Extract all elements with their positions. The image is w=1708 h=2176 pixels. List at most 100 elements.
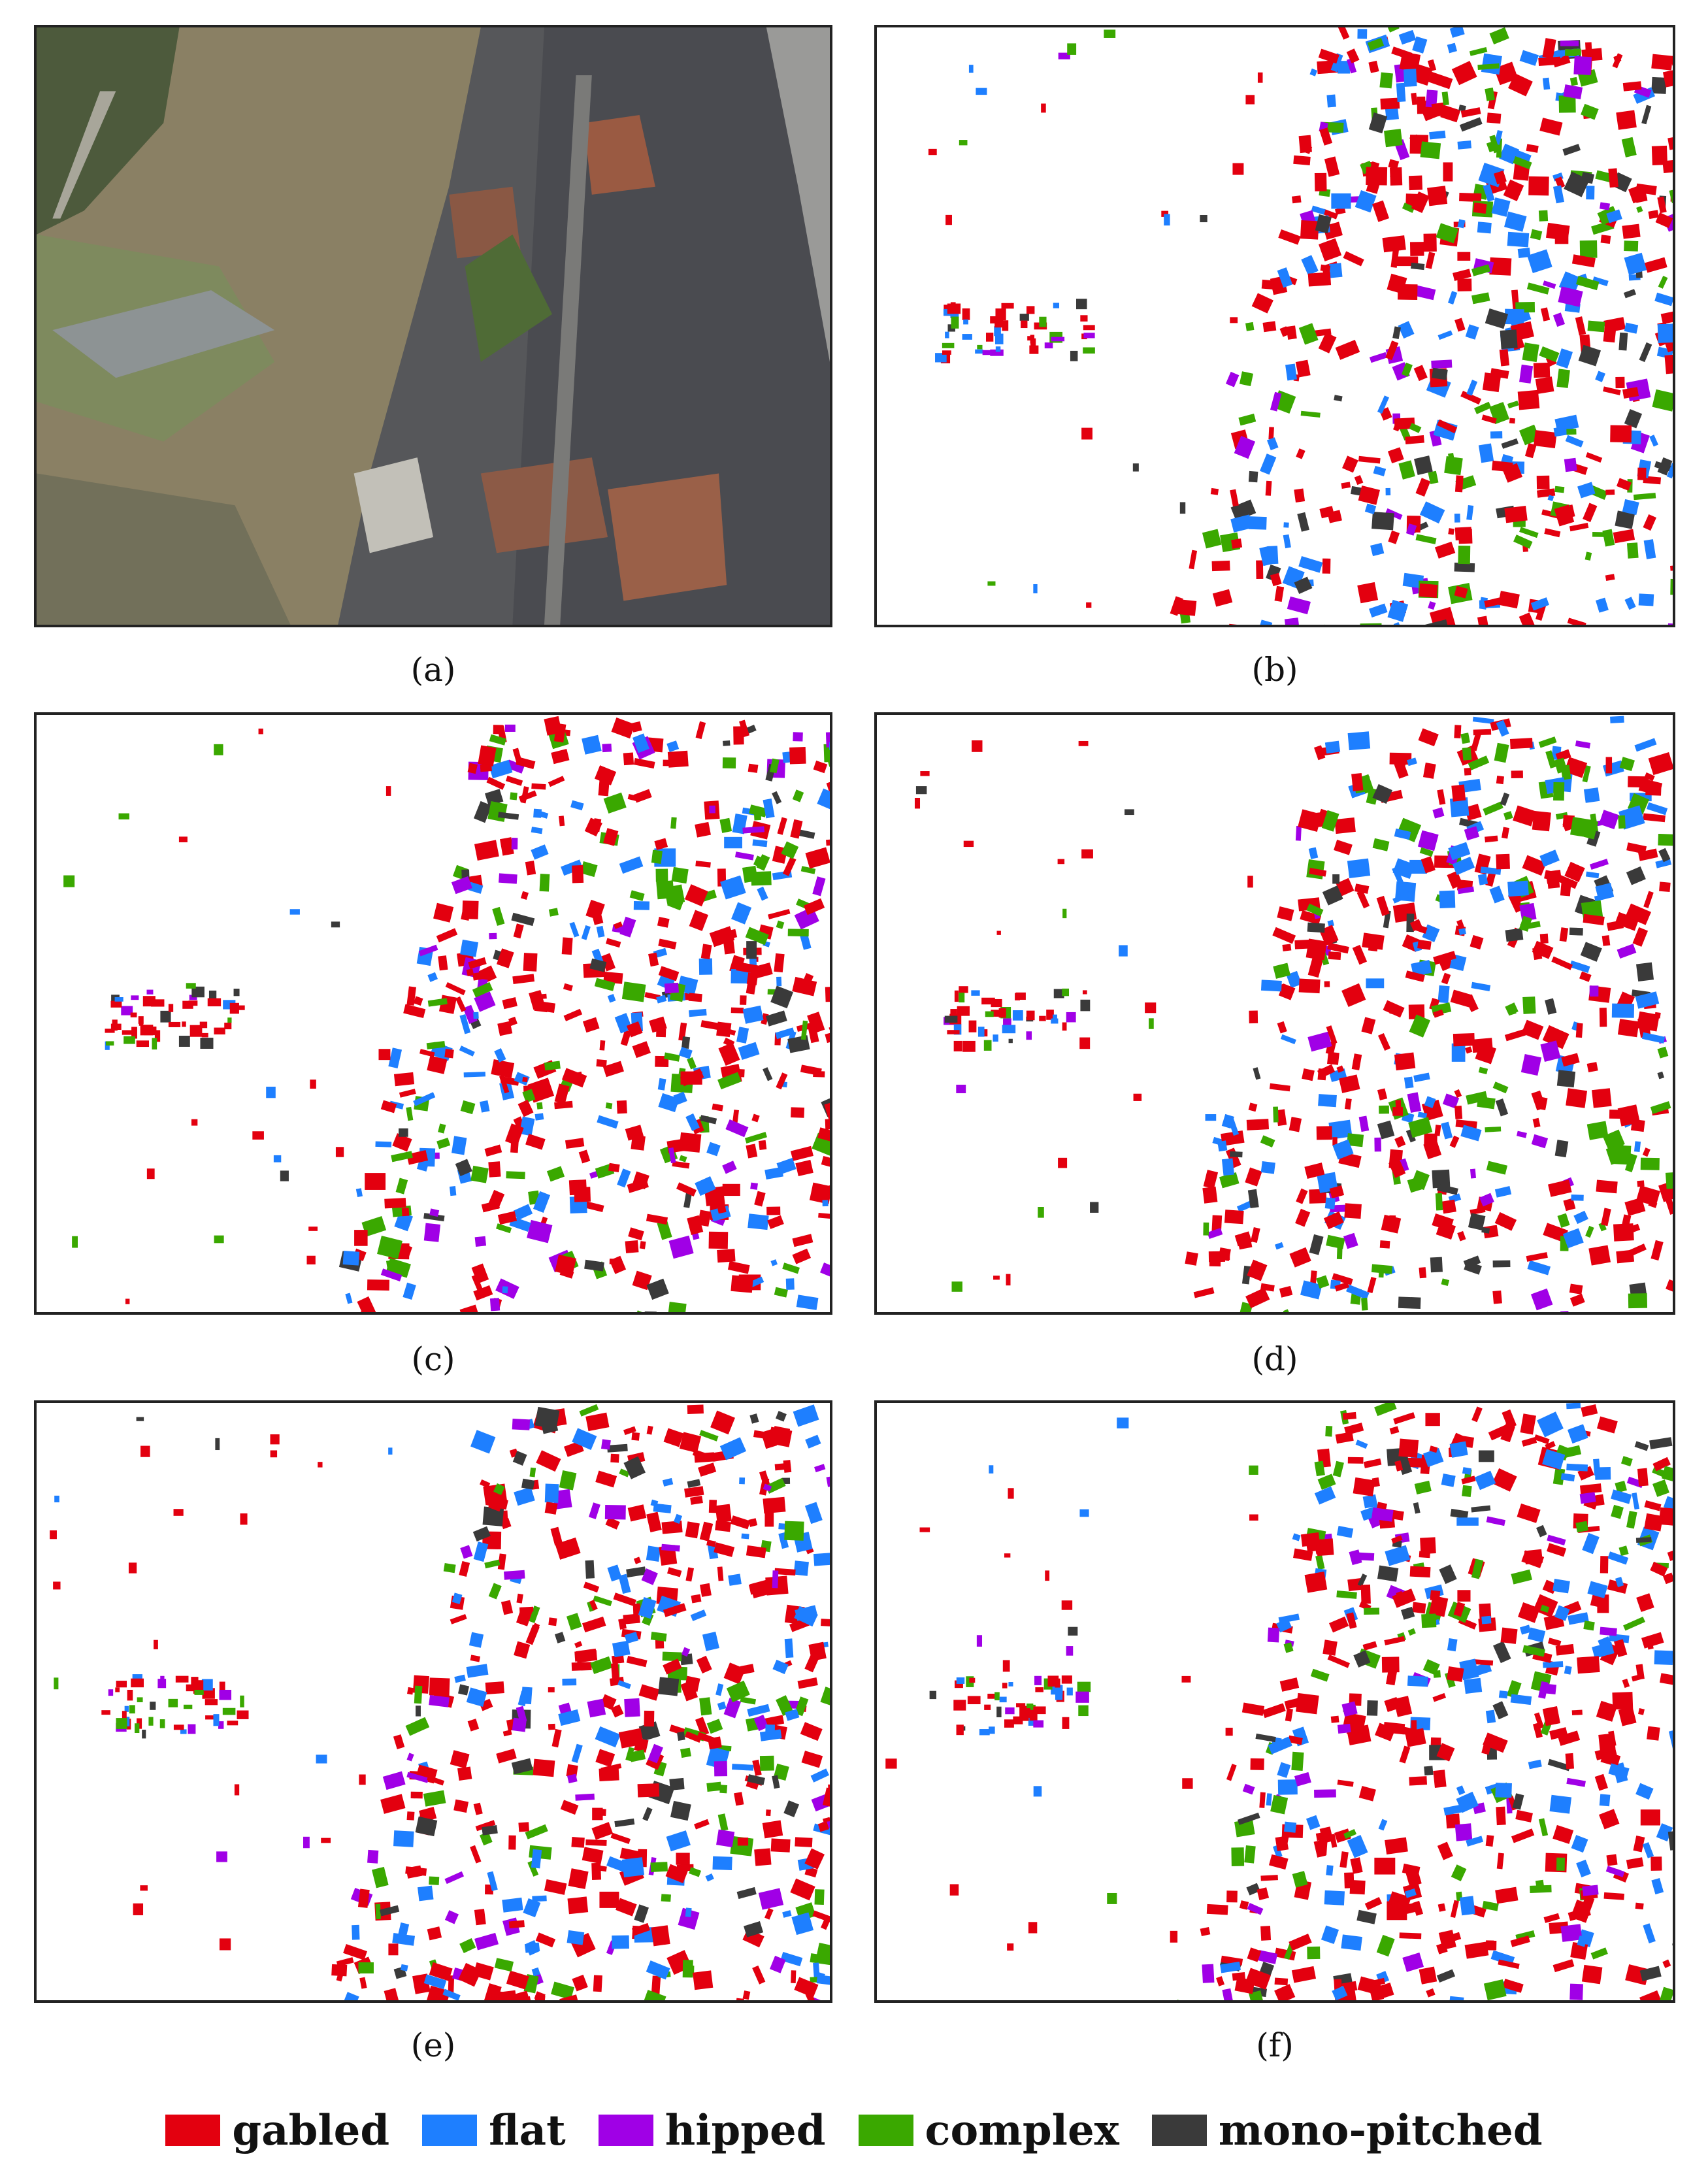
building-footprint bbox=[1626, 542, 1639, 559]
building-footprint bbox=[1321, 810, 1339, 832]
building-footprint bbox=[1596, 1416, 1618, 1434]
building-footprint bbox=[1643, 514, 1656, 531]
building-footprint bbox=[571, 1662, 592, 1671]
building-footprint bbox=[386, 1259, 397, 1269]
building-footprint bbox=[1422, 1658, 1440, 1675]
building-footprint bbox=[1444, 455, 1463, 476]
building-footprint bbox=[1530, 597, 1549, 611]
building-footprint bbox=[1615, 1577, 1624, 1587]
building-footprint bbox=[1539, 849, 1560, 867]
building-footprint bbox=[990, 349, 1004, 356]
building-footprint bbox=[723, 740, 731, 746]
building-footprint bbox=[1343, 1829, 1357, 1839]
building-footprint bbox=[393, 1734, 405, 1749]
building-footprint bbox=[1288, 1735, 1303, 1745]
building-footprint bbox=[1289, 1934, 1312, 1951]
building-footprint bbox=[1610, 425, 1632, 443]
building-footprint bbox=[1304, 1571, 1328, 1593]
building-footprint bbox=[1358, 455, 1381, 464]
building-footprint bbox=[1336, 1591, 1357, 1599]
building-footprint bbox=[429, 1677, 450, 1696]
building-footprint bbox=[727, 1261, 750, 1274]
building-footprint bbox=[1405, 970, 1425, 982]
building-footprint bbox=[1238, 1302, 1253, 1312]
building-footprint bbox=[1484, 597, 1502, 608]
building-footprint bbox=[612, 1640, 631, 1658]
building-footprint bbox=[1257, 72, 1263, 83]
building-footprint bbox=[335, 1147, 344, 1157]
building-footprint bbox=[1626, 842, 1647, 855]
building-footprint bbox=[463, 1072, 485, 1078]
building-footprint bbox=[1426, 1988, 1436, 1998]
building-footprint bbox=[525, 1133, 546, 1150]
building-footprint bbox=[619, 916, 636, 938]
building-footprint bbox=[512, 1990, 530, 2000]
building-footprint bbox=[1404, 1888, 1417, 1898]
building-footprint bbox=[1498, 1690, 1508, 1699]
building-footprint bbox=[1538, 736, 1557, 748]
building-footprint bbox=[1284, 618, 1300, 625]
building-footprint bbox=[1361, 488, 1376, 503]
building-footprint bbox=[555, 1254, 577, 1276]
caption-b: (b) bbox=[1251, 651, 1298, 689]
building-footprint bbox=[1027, 336, 1032, 341]
building-footprint bbox=[657, 916, 670, 928]
building-footprint bbox=[612, 1935, 629, 1949]
building-footprint bbox=[1297, 512, 1309, 532]
building-footprint bbox=[399, 1089, 416, 1098]
building-footprint bbox=[1002, 1683, 1008, 1689]
building-footprint bbox=[1246, 1119, 1270, 1130]
building-footprint bbox=[656, 995, 667, 1004]
building-footprint bbox=[1260, 1875, 1278, 1881]
building-footprint bbox=[575, 1793, 595, 1801]
building-footprint bbox=[1237, 1812, 1260, 1825]
building-footprint bbox=[947, 1030, 960, 1034]
building-footprint bbox=[154, 1030, 161, 1042]
building-footprint bbox=[1447, 453, 1455, 465]
building-footprint bbox=[1456, 1785, 1466, 1796]
building-footprint bbox=[514, 1072, 530, 1086]
building-footprint bbox=[1399, 1745, 1411, 1764]
building-footprint bbox=[1616, 110, 1637, 130]
building-footprint bbox=[499, 873, 517, 884]
building-footprint bbox=[418, 944, 438, 957]
building-footprint bbox=[663, 759, 683, 767]
building-footprint bbox=[1399, 1932, 1422, 1939]
building-footprint bbox=[942, 350, 951, 355]
building-footprint bbox=[1351, 1053, 1362, 1070]
building-footprint bbox=[639, 1241, 646, 1249]
building-footprint bbox=[112, 1019, 118, 1031]
building-footprint bbox=[1350, 1857, 1363, 1874]
building-footprint bbox=[1332, 1986, 1348, 2000]
building-footprint bbox=[812, 1132, 830, 1157]
building-footprint bbox=[657, 1220, 672, 1240]
building-footprint bbox=[717, 1072, 742, 1090]
legend-label-flat: flat bbox=[489, 2105, 566, 2155]
building-footprint bbox=[1366, 1700, 1378, 1716]
building-footprint bbox=[1569, 1283, 1583, 1294]
building-footprint bbox=[1662, 1466, 1673, 1483]
building-footprint bbox=[1564, 1666, 1572, 1675]
building-footprint bbox=[1486, 1161, 1508, 1175]
building-footprint bbox=[1602, 529, 1615, 547]
building-footprint bbox=[455, 1159, 472, 1177]
building-footprint bbox=[1425, 90, 1438, 108]
building-footprint bbox=[1376, 895, 1390, 916]
building-footprint bbox=[1368, 1983, 1385, 2000]
building-footprint bbox=[1459, 1896, 1475, 1916]
building-footprint bbox=[1001, 303, 1014, 309]
building-footprint bbox=[252, 1131, 264, 1140]
building-footprint bbox=[1538, 1681, 1549, 1699]
building-footprint bbox=[1507, 401, 1519, 409]
building-footprint bbox=[777, 817, 787, 835]
building-footprint bbox=[981, 997, 995, 1005]
building-footprint bbox=[1569, 1293, 1585, 1307]
building-footprint bbox=[764, 1166, 783, 1180]
building-footprint bbox=[1542, 38, 1556, 59]
building-footprint bbox=[1433, 951, 1456, 965]
building-footprint bbox=[559, 1470, 577, 1491]
building-footprint bbox=[715, 1520, 731, 1532]
building-footprint bbox=[824, 1102, 830, 1122]
building-footprint bbox=[796, 1294, 819, 1310]
building-footprint bbox=[579, 1404, 599, 1417]
